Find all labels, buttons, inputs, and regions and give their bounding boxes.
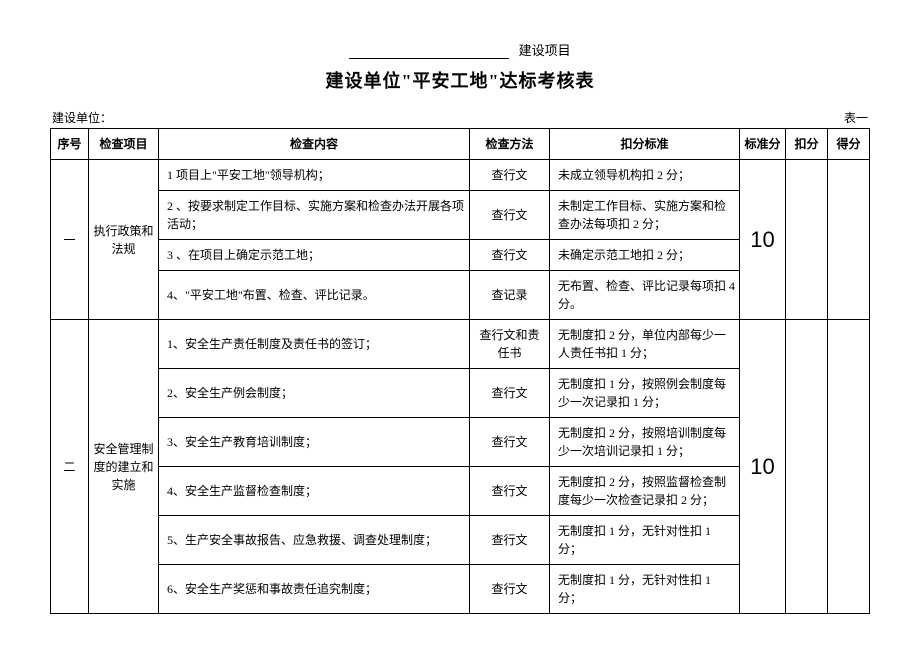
deduct-standard: 无制度扣 2 分，按照培训制度每少一次培训记录扣 1 分； [550,418,740,467]
deduct-standard: 无制度扣 1 分，无针对性扣 1 分； [550,565,740,614]
col-seq: 序号 [51,129,89,160]
check-method: 查行文 [470,467,550,516]
final-score [828,160,870,320]
check-content: 3 、在项目上确定示范工地； [159,240,470,271]
project-blank-line [349,45,509,59]
standard-score: 10 [740,160,786,320]
table-number: 表一 [844,109,868,126]
col-score: 得分 [828,129,870,160]
meta-row: 建设单位： 表一 [50,109,870,126]
check-content: 4、"平安工地"布置、检查、评比记录。 [159,271,470,320]
deduct-score [786,320,828,614]
col-content: 检查内容 [159,129,470,160]
check-method: 查行文 [470,418,550,467]
page-title: 建设单位"平安工地"达标考核表 [50,67,870,93]
assessment-table: 序号 检查项目 检查内容 检查方法 扣分标准 标准分 扣分 得分 一执行政策和法… [50,128,870,614]
col-std: 标准分 [740,129,786,160]
col-ded: 扣分 [786,129,828,160]
project-suffix: 建设项目 [519,43,571,58]
deduct-standard: 未制定工作目标、实施方案和检查办法每项扣 2 分； [550,191,740,240]
section-seq: 二 [51,320,89,614]
deduct-score [786,160,828,320]
col-method: 检查方法 [470,129,550,160]
deduct-standard: 无制度扣 2 分，按照监督检查制度每少一次检查记录扣 2 分； [550,467,740,516]
check-method: 查行文 [470,160,550,191]
final-score [828,320,870,614]
check-method: 查记录 [470,271,550,320]
table-row: 一执行政策和法规1 项目上"平安工地"领导机构；查行文未成立领导机构扣 2 分；… [51,160,870,191]
deduct-standard: 未确定示范工地扣 2 分； [550,240,740,271]
col-item: 检查项目 [89,129,159,160]
check-content: 2、安全生产例会制度； [159,369,470,418]
table-row: 二安全管理制度的建立和实施1、安全生产责任制度及责任书的签订；查行文和责任书无制… [51,320,870,369]
check-method: 查行文 [470,191,550,240]
check-content: 5、生产安全事故报告、应急救援、调查处理制度； [159,516,470,565]
check-method: 查行文和责任书 [470,320,550,369]
table-header-row: 序号 检查项目 检查内容 检查方法 扣分标准 标准分 扣分 得分 [51,129,870,160]
check-content: 6、安全生产奖惩和事故责任追究制度； [159,565,470,614]
check-content: 3、安全生产教育培训制度； [159,418,470,467]
section-item: 安全管理制度的建立和实施 [89,320,159,614]
col-deduct: 扣分标准 [550,129,740,160]
deduct-standard: 无制度扣 1 分，无针对性扣 1 分； [550,516,740,565]
check-method: 查行文 [470,565,550,614]
check-content: 1、安全生产责任制度及责任书的签订； [159,320,470,369]
project-header: 建设项目 [50,40,870,59]
check-content: 1 项目上"平安工地"领导机构； [159,160,470,191]
check-content: 2 、按要求制定工作目标、实施方案和检查办法开展各项活动； [159,191,470,240]
standard-score: 10 [740,320,786,614]
check-method: 查行文 [470,516,550,565]
check-content: 4、安全生产监督检查制度； [159,467,470,516]
deduct-standard: 无布置、检查、评比记录每项扣 4 分。 [550,271,740,320]
deduct-standard: 无制度扣 1 分，按照例会制度每少一次记录扣 1 分； [550,369,740,418]
section-item: 执行政策和法规 [89,160,159,320]
section-seq: 一 [51,160,89,320]
unit-label: 建设单位： [52,109,112,126]
deduct-standard: 无制度扣 2 分，单位内部每少一人责任书扣 1 分； [550,320,740,369]
check-method: 查行文 [470,240,550,271]
deduct-standard: 未成立领导机构扣 2 分； [550,160,740,191]
check-method: 查行文 [470,369,550,418]
